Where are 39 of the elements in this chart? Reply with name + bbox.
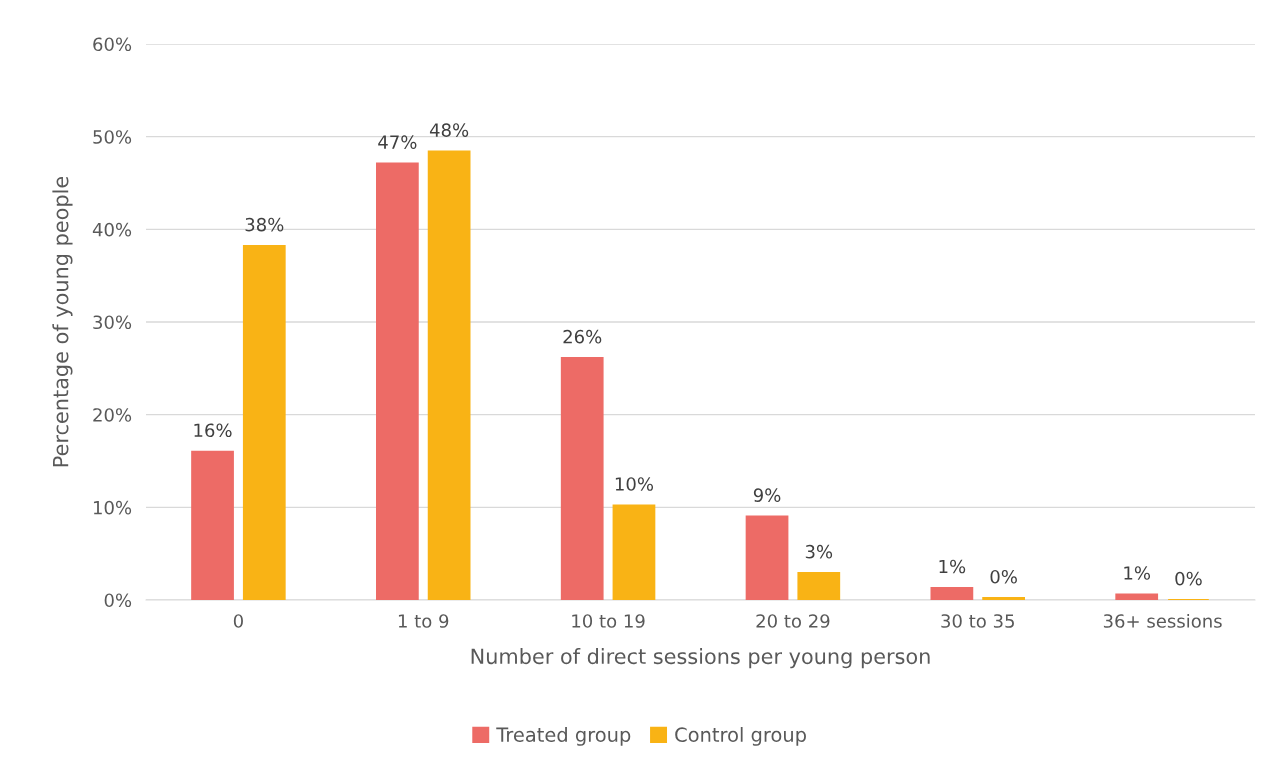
data-label: 1% <box>1124 566 1151 580</box>
data-label: 0% <box>990 569 1017 584</box>
data-label: 16% <box>194 423 232 438</box>
x-tick-label: 30 to 35 <box>941 614 1014 628</box>
x-axis-title: Number of direct sessions per young person <box>471 648 930 669</box>
bar <box>560 357 604 600</box>
bar <box>930 586 974 600</box>
y-tick-label: 20% <box>93 408 132 422</box>
bar <box>797 572 841 600</box>
x-tick-label: 0 <box>233 614 243 628</box>
y-tick-label: 0% <box>104 593 132 608</box>
data-label: 9% <box>753 488 781 502</box>
bar <box>427 150 471 600</box>
y-tick-label: 60% <box>93 37 132 52</box>
y-tick-label: 10% <box>93 500 132 515</box>
data-label: 26% <box>563 329 602 344</box>
legend-label: Control group <box>675 726 806 746</box>
y-tick-label: 40% <box>92 222 132 237</box>
bar <box>191 450 234 600</box>
data-label: 10% <box>615 477 654 491</box>
y-tick-label: 50% <box>93 130 132 144</box>
data-label: 47% <box>378 135 417 149</box>
bar <box>745 515 789 600</box>
bar <box>376 162 419 600</box>
data-label: 1% <box>939 559 966 574</box>
y-tick-label: 30% <box>93 315 132 330</box>
bar <box>1115 593 1159 600</box>
data-label: 38% <box>245 217 284 232</box>
x-tick-label: 36+ sessions <box>1103 613 1222 628</box>
x-tick-label: 1 to 9 <box>398 614 449 628</box>
data-label: 0% <box>1175 571 1202 586</box>
y-axis-title: Percentage of young people <box>52 176 73 467</box>
x-tick-label: 10 to 19 <box>572 614 645 628</box>
data-label: 3% <box>805 544 833 559</box>
bar <box>612 504 656 600</box>
data-label: 48% <box>429 123 469 137</box>
x-tick-label: 20 to 29 <box>756 614 830 628</box>
bar <box>242 244 286 600</box>
legend-label: Treated group <box>496 726 631 746</box>
